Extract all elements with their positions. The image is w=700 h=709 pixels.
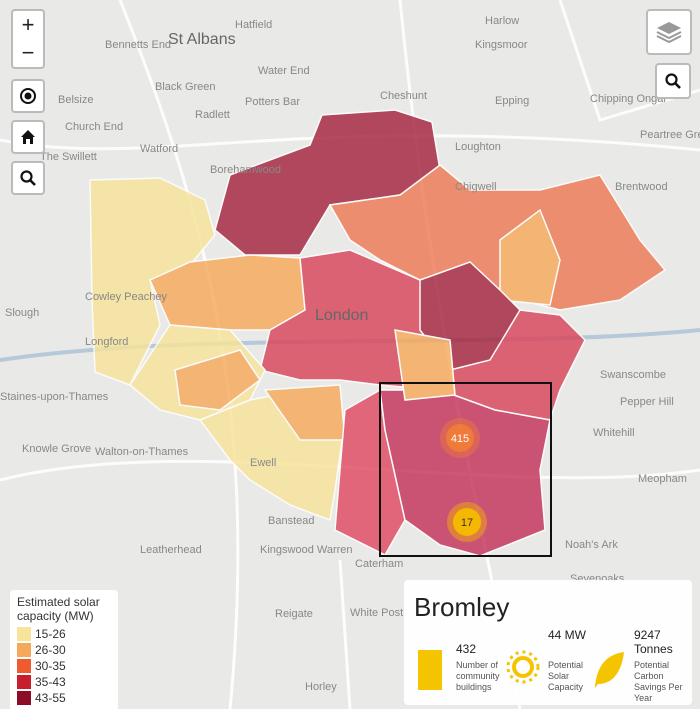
place-label: Church End (65, 121, 123, 133)
place-label: Loughton (455, 141, 501, 153)
place-label: Ewell (250, 457, 276, 469)
sun-icon (506, 650, 540, 684)
building-icon (418, 650, 442, 690)
cluster-count: 415 (451, 433, 469, 445)
capacity-value: 44 MW (548, 628, 587, 642)
legend-title: Estimated solar capacity (MW) (17, 595, 100, 623)
legend-swatch (17, 643, 31, 657)
place-label: Swanscombe (600, 369, 666, 381)
place-label: Kingswood Warren (260, 544, 353, 556)
cluster-marker[interactable] (453, 508, 481, 536)
place-label: London (315, 307, 368, 324)
buildings-label: Number of community buildings (456, 660, 500, 692)
place-label: Pepper Hill (620, 396, 674, 408)
boroughs (89, 109, 667, 557)
place-label: Caterham (355, 558, 403, 570)
place-label: The Swillett (40, 151, 97, 163)
info-panel: Bromley 432 Number of community building… (404, 580, 692, 705)
place-label: Cheshunt (380, 90, 427, 102)
legend-swatch (17, 659, 31, 673)
legend-label: 26-30 (35, 643, 66, 657)
place-label: St Albans (168, 31, 236, 48)
legend-item: 15-26 (17, 626, 111, 642)
place-label: Epping (495, 95, 529, 107)
place-label: Noah's Ark (565, 539, 618, 551)
place-label: Longford (85, 336, 128, 348)
place-label: Radlett (195, 109, 230, 121)
home-button[interactable] (11, 120, 45, 154)
legend-label: 35-43 (35, 675, 66, 689)
place-label: Chigwell (455, 181, 497, 193)
place-label: Watford (140, 143, 178, 155)
place-label: Reigate (275, 608, 313, 620)
place-label: Cowley Peachey (85, 291, 167, 303)
place-label: Banstead (268, 515, 314, 527)
place-label: Leatherhead (140, 544, 202, 556)
place-label: Kingsmoor (475, 39, 528, 51)
place-label: Brentwood (615, 181, 668, 193)
place-label: White Post (350, 607, 403, 619)
legend-label: 30-35 (35, 659, 66, 673)
carbon-label: Potential Carbon Savings Per Year (634, 660, 683, 703)
place-label: Potters Bar (245, 96, 300, 108)
zoom-out[interactable]: − (11, 39, 45, 69)
place-label: Belsize (58, 94, 93, 106)
legend: Estimated solar capacity (MW) 15-26 26-30… (10, 590, 118, 709)
legend-label: 43-55 (35, 691, 66, 705)
legend-item: 43-55 (17, 690, 111, 706)
legend-items: 15-26 26-30 30-35 35-43 43-55 (17, 626, 111, 706)
place-label: Chipping Ongar (590, 93, 667, 105)
carbon-value: 9247 Tonnes (634, 628, 673, 656)
panel-title: Bromley (414, 592, 510, 622)
leaf-icon (595, 652, 624, 688)
place-label: Staines-upon-Thames (0, 391, 109, 403)
place-label: Slough (5, 307, 39, 319)
zoom-in[interactable]: + (11, 9, 45, 40)
place-label: Whitehill (593, 427, 635, 439)
place-label: Bennetts End (105, 39, 171, 51)
place-label: Walton-on-Thames (95, 446, 189, 458)
place-label: Peartree Green (640, 129, 700, 141)
legend-swatch (17, 675, 31, 689)
selection-box (379, 382, 552, 557)
place-label: Horley (305, 681, 337, 693)
layers-button[interactable] (646, 9, 692, 55)
cluster-count: 17 (461, 517, 473, 529)
capacity-label: Potential Solar Capacity (548, 660, 584, 692)
legend-swatch (17, 627, 31, 641)
legend-item: 35-43 (17, 674, 111, 690)
legend-item: 30-35 (17, 658, 111, 674)
search-button[interactable] (11, 161, 45, 195)
place-label: Harlow (485, 15, 519, 27)
place-label: Hatfield (235, 19, 272, 31)
cluster-marker[interactable] (446, 424, 474, 452)
place-label: Borehamwood (210, 164, 281, 176)
buildings-value: 432 (456, 642, 477, 656)
place-label: Knowle Grove (22, 443, 91, 455)
map-search-button[interactable] (655, 63, 691, 99)
place-label: Water End (258, 65, 310, 77)
place-label: Black Green (155, 81, 216, 93)
legend-item: 26-30 (17, 642, 111, 658)
legend-label: 15-26 (35, 627, 66, 641)
locate-button[interactable] (11, 79, 45, 113)
place-label: Meopham (638, 473, 687, 485)
legend-swatch (17, 691, 31, 705)
